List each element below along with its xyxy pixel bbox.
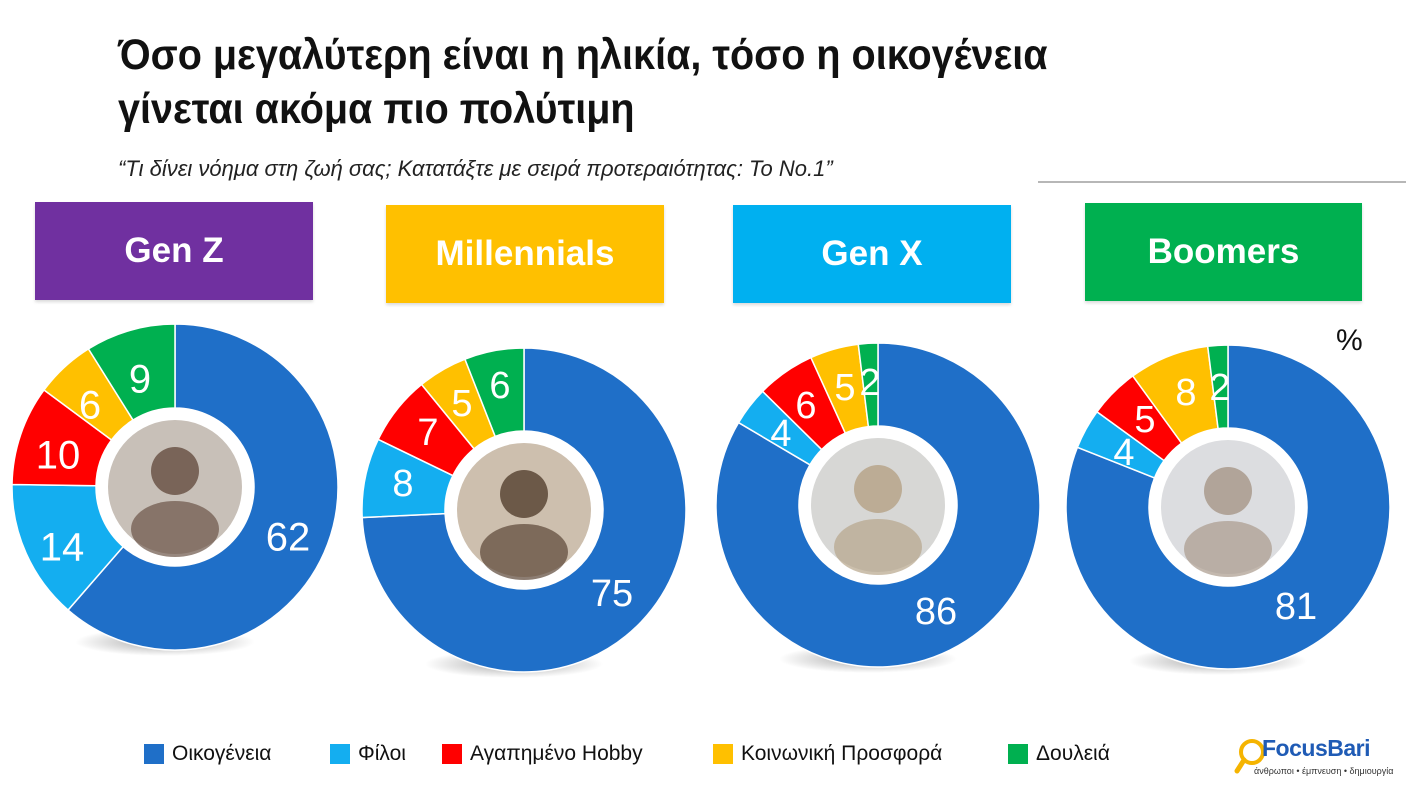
logo-name: FocusBari	[1262, 735, 1370, 761]
slice-Φίλοι	[1076, 410, 1166, 479]
portrait-photo	[1161, 440, 1295, 574]
data-label-Φίλοι: 8	[392, 463, 413, 505]
slice-Δουλειά	[857, 342, 879, 428]
photo-ring	[801, 428, 955, 582]
legend-label: Δουλειά	[1036, 742, 1110, 765]
legend-item-hobby: Αγαπημένο Hobby	[442, 740, 643, 768]
data-label-Δουλειά: 9	[129, 358, 151, 402]
focusbari-logo: FocusBari άνθρωποι • έμπνευση • δημιουργ…	[1234, 733, 1394, 783]
legend-label: Κοινωνική Προσφορά	[741, 742, 943, 765]
slice-Κοινωνική Προσφορά	[1131, 345, 1219, 445]
legend-swatch	[713, 744, 733, 764]
data-label-Δουλειά: 6	[489, 365, 510, 407]
slice-Οικογένεια	[67, 323, 339, 651]
data-label-Δουλειά: 2	[859, 362, 880, 404]
data-label-Αγαπημένο Hobby: 10	[36, 434, 81, 478]
portrait-head	[500, 470, 548, 518]
slice-Κοινωνική Προσφορά	[809, 343, 870, 435]
data-label-Κοινωνική Προσφορά: 5	[834, 367, 855, 409]
portrait-shoulders	[1184, 521, 1272, 577]
logo-tagline: άνθρωποι • έμπνευση • δημιουργία	[1254, 766, 1394, 776]
slice-Οικογένεια	[361, 347, 687, 673]
page-title: Όσο μεγαλύτερη είναι η ηλικία, τόσο η οι…	[118, 28, 1250, 136]
donut-3: 81 458 2	[1065, 344, 1391, 675]
donut-shadow	[424, 650, 604, 678]
legend-label: Αγαπημένο Hobby	[470, 742, 643, 765]
donut-shadow	[1128, 647, 1308, 675]
data-label-Κοινωνική Προσφορά: 8	[1175, 372, 1196, 414]
legend-item-family: Οικογένεια	[144, 740, 271, 768]
unit-label: %	[1336, 324, 1363, 357]
portrait-head	[1204, 467, 1252, 515]
portrait-shoulders	[480, 524, 568, 580]
data-label-Φίλοι: 4	[1113, 432, 1134, 474]
data-label-Οικογένεια: 62	[266, 516, 311, 560]
portrait-photo	[457, 443, 591, 577]
donut-shadow	[75, 628, 255, 656]
gen-x-header: Gen X	[733, 205, 1011, 303]
slice-Δουλειά	[87, 323, 176, 422]
donut-2: 86 46 5 2	[715, 342, 1041, 673]
legend-item-work: Δουλειά	[1008, 740, 1110, 768]
slice-Δουλειά	[463, 347, 525, 438]
legend-swatch	[144, 744, 164, 764]
legend-swatch	[330, 744, 350, 764]
data-label-Αγαπημένο Hobby: 5	[1134, 399, 1155, 441]
data-label-Κοινωνική Προσφορά: 6	[79, 384, 101, 428]
photo-ring	[447, 433, 601, 587]
portrait-head	[854, 465, 902, 513]
slice-Φίλοι	[737, 390, 823, 466]
magnifier-icon	[1234, 739, 1265, 774]
slice-Δουλειά	[1206, 344, 1229, 430]
data-label-Φίλοι: 14	[40, 526, 85, 570]
portrait-photo	[811, 438, 945, 572]
slice-Αγαπημένο Hobby	[377, 383, 476, 477]
data-label-Αγαπημένο Hobby: 7	[417, 412, 438, 454]
portrait-head	[151, 447, 199, 495]
subtitle: “Τι δίνει νόημα στη ζωή σας; Κατατάξτε μ…	[118, 156, 833, 181]
donut-0: 62 14 10 69	[11, 323, 339, 656]
data-label-Αγαπημένο Hobby: 6	[795, 385, 816, 427]
photo-ring	[98, 410, 252, 564]
data-label-Οικογένεια: 75	[591, 573, 633, 615]
slice-Αγαπημένο Hobby	[1095, 374, 1183, 462]
data-label-Οικογένεια: 81	[1275, 586, 1317, 628]
portrait-shoulders	[131, 501, 219, 557]
portrait-shoulders	[834, 519, 922, 575]
slice-Φίλοι	[11, 483, 125, 612]
photo-ring	[1151, 430, 1305, 584]
legend-item-social: Κοινωνική Προσφορά	[713, 740, 942, 768]
slice-Κοινωνική Προσφορά	[420, 358, 497, 450]
legend-swatch	[442, 744, 462, 764]
data-label-Φίλοι: 4	[770, 413, 791, 455]
legend-item-friends: Φίλοι	[330, 740, 406, 768]
data-label-Κοινωνική Προσφορά: 5	[451, 383, 472, 425]
legend-swatch	[1008, 744, 1028, 764]
data-label-Δουλειά: 2	[1209, 367, 1230, 409]
portrait-photo	[108, 420, 242, 554]
legend-label: Οικογένεια	[172, 742, 272, 765]
slice-Αγαπημένο Hobby	[11, 388, 113, 487]
slice-Οικογένεια	[1065, 344, 1391, 670]
millennials-header: Millennials	[386, 205, 664, 303]
gen-z-header: Gen Z	[35, 202, 313, 300]
slice-Κοινωνική Προσφορά	[42, 347, 135, 442]
title-line-2: γίνεται ακόμα πιο πολύτιμη	[118, 85, 635, 133]
donut-shadow	[778, 645, 958, 673]
data-label-Οικογένεια: 86	[915, 591, 957, 633]
legend-label: Φίλοι	[358, 742, 406, 765]
slice-Φίλοι	[361, 438, 454, 519]
title-line-1: Όσο μεγαλύτερη είναι η ηλικία, τόσο η οι…	[118, 31, 1048, 79]
slice-Αγαπημένο Hobby	[761, 356, 847, 451]
slice-Οικογένεια	[715, 342, 1041, 668]
divider	[1038, 181, 1406, 183]
boomers-header: Boomers	[1085, 203, 1362, 301]
